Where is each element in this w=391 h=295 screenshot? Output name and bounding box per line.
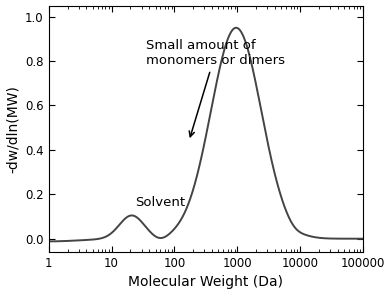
Y-axis label: -dw/dln(MW): -dw/dln(MW): [5, 85, 20, 173]
Text: Small amount of
monomers or dimers: Small amount of monomers or dimers: [146, 39, 285, 137]
Text: Solvent: Solvent: [135, 196, 186, 209]
X-axis label: Molecular Weight (Da): Molecular Weight (Da): [128, 276, 283, 289]
